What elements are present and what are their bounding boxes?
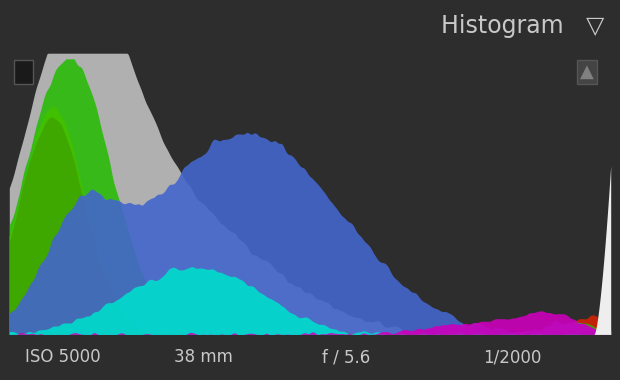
Text: ▲: ▲ — [17, 63, 30, 81]
Text: 38 mm: 38 mm — [174, 348, 232, 366]
Text: 1/2000: 1/2000 — [484, 348, 542, 366]
Text: Histogram   ▽: Histogram ▽ — [441, 14, 604, 38]
Text: ISO 5000: ISO 5000 — [25, 348, 100, 366]
Text: ▲: ▲ — [580, 63, 594, 81]
Text: f / 5.6: f / 5.6 — [322, 348, 371, 366]
